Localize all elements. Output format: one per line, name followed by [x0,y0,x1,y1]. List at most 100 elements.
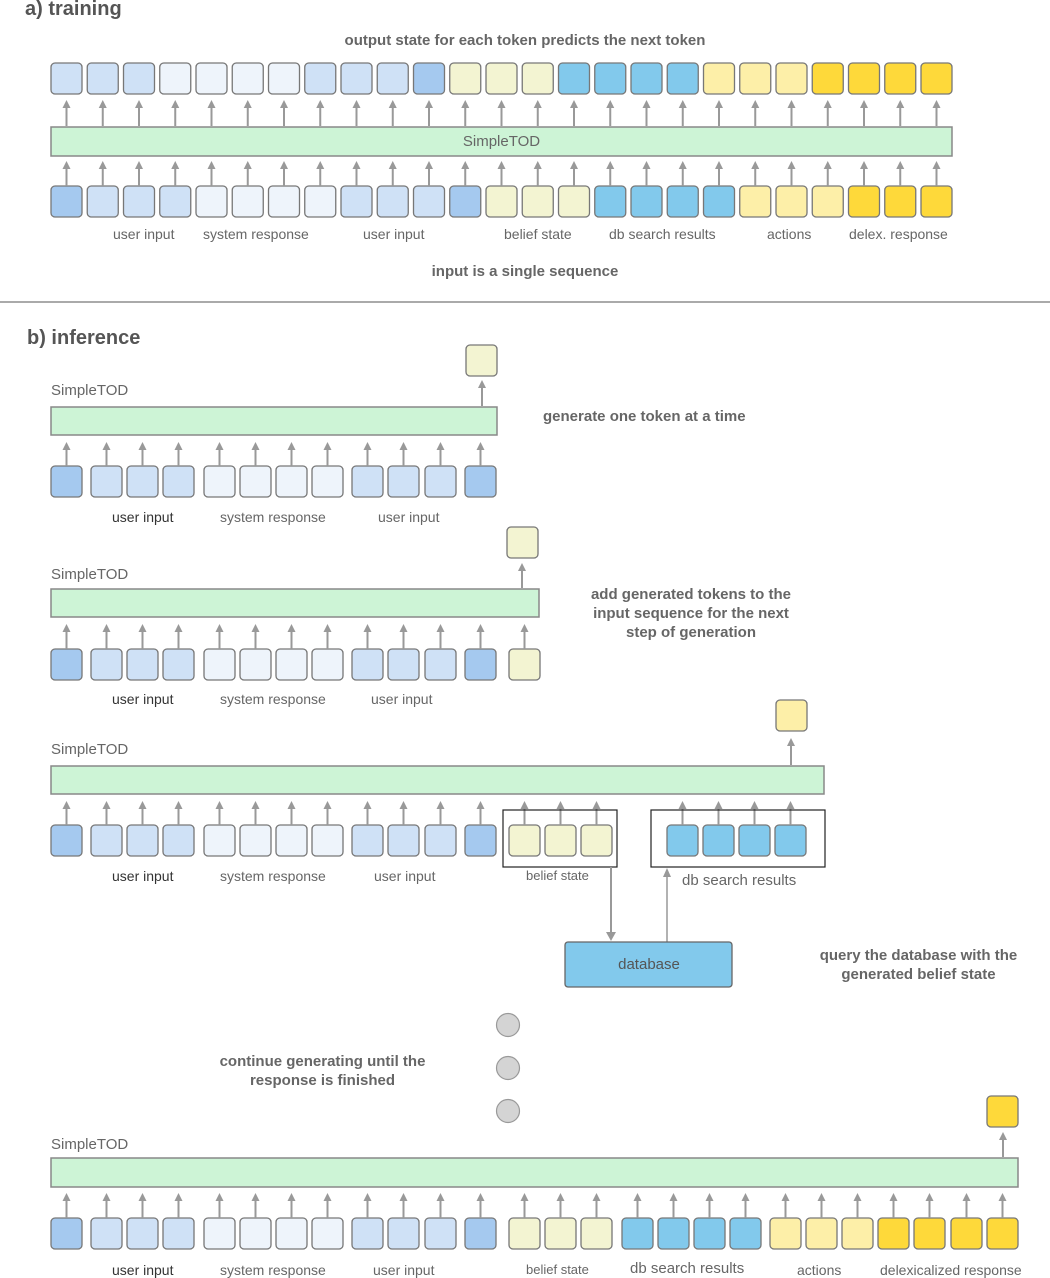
token-dark [50,185,83,218]
model-label: SimpleTOD [51,566,129,583]
token-pale [508,824,541,857]
arrow-head-icon [518,563,526,571]
token-sky [729,1217,762,1250]
token-ly [739,185,772,218]
arrow-head-icon [399,442,408,450]
arrow-head-icon [316,161,325,169]
arrow-head-icon [399,624,408,632]
token-pale [544,1217,577,1250]
arrow-head-icon [741,1193,750,1201]
arrow-head-icon [705,1193,714,1201]
arrow-head-icon [323,801,332,809]
model-label: SimpleTOD [51,741,129,758]
arrow-head-icon [174,1193,183,1201]
token-mid [126,465,159,498]
token-mid [424,1217,457,1250]
label-system-response: system response [203,226,309,242]
token-pale [521,185,554,218]
token-gold [847,62,881,95]
arrow-head-icon [520,801,529,809]
token-mid [340,185,373,218]
arrow-head-icon [570,161,578,169]
arrow-head-icon [363,624,372,632]
arrow-head-icon [323,442,332,450]
arrow-head-icon [750,801,759,809]
token-ly [775,62,808,95]
label-system-response: system response [220,868,326,884]
arrow-head-icon [215,1193,224,1201]
arrow-head-icon [570,100,578,108]
continuation-dot [495,1098,521,1124]
arrow-head-icon [251,624,260,632]
label-db-search-results: db search results [682,872,797,889]
token-light [267,62,301,95]
arrow-head-icon [606,100,615,108]
token-mid [424,824,457,857]
arrow-head-icon [556,1193,565,1201]
label-db-search-results: db search results [609,226,716,242]
arrow-head-icon [102,624,111,632]
token-dark [412,62,446,95]
token-sky [594,185,627,218]
token-pale [580,824,613,857]
token-light [203,648,236,681]
token-mid [86,62,119,95]
token-pale [544,824,577,857]
label-db-search-results: db search results [630,1260,745,1277]
arrow-head-icon [280,100,288,108]
arrow-head-icon [715,100,723,108]
arrow-head-icon [62,801,71,809]
token-light [203,824,236,857]
token-mid [351,1217,384,1250]
token-dark [464,824,497,857]
arrow-head-icon [171,100,180,108]
token-mid [424,465,457,498]
token-light [195,185,228,218]
token-gold [986,1095,1019,1128]
label-user-input: user input [112,868,174,884]
label-user-input: user input [112,509,174,525]
simpletod-model-bar [50,126,953,157]
token-ly [769,1217,802,1250]
token-mid [376,185,409,218]
arrow-head-icon [388,100,397,108]
arrow-head-icon [352,100,361,108]
token-light [275,824,308,857]
arrow-head-icon [138,624,147,632]
token-mid [162,824,195,857]
arrow-head-icon [251,1193,260,1201]
arrow-head-icon [592,1193,601,1201]
token-sky [557,62,591,95]
arrow-head-icon [962,1193,971,1201]
arrow-head-icon [388,161,397,169]
arrow-head-icon [323,1193,332,1201]
arrow-head-icon [287,442,296,450]
label-user-input: user input [113,226,175,242]
simpletod-model-bar [50,765,825,795]
step4-caption: continue generating until the response i… [219,1053,426,1089]
token-pale [521,62,554,95]
token-mid [162,465,195,498]
continuation-dot [495,1055,521,1081]
token-sky [693,1217,726,1250]
arrow-head-icon [823,100,832,108]
arrow-head-icon [174,442,183,450]
arrow-head-icon [715,161,723,169]
token-mid [412,185,446,218]
token-mid [86,185,119,218]
arrow-head-icon [425,100,433,108]
step1-caption: generate one token at a time [543,408,746,425]
token-light [203,465,236,498]
arrow-head-icon [896,161,905,169]
token-mid [351,648,384,681]
arrow-down-icon [606,932,616,941]
token-mid [50,62,83,95]
token-light [239,1217,272,1250]
token-ly [811,185,844,218]
token-sky [594,62,627,95]
arrow-head-icon [461,100,470,108]
arrow-head-icon [642,161,651,169]
arrow-head-icon [62,161,71,169]
token-mid [90,824,123,857]
arrow-head-icon [215,801,224,809]
